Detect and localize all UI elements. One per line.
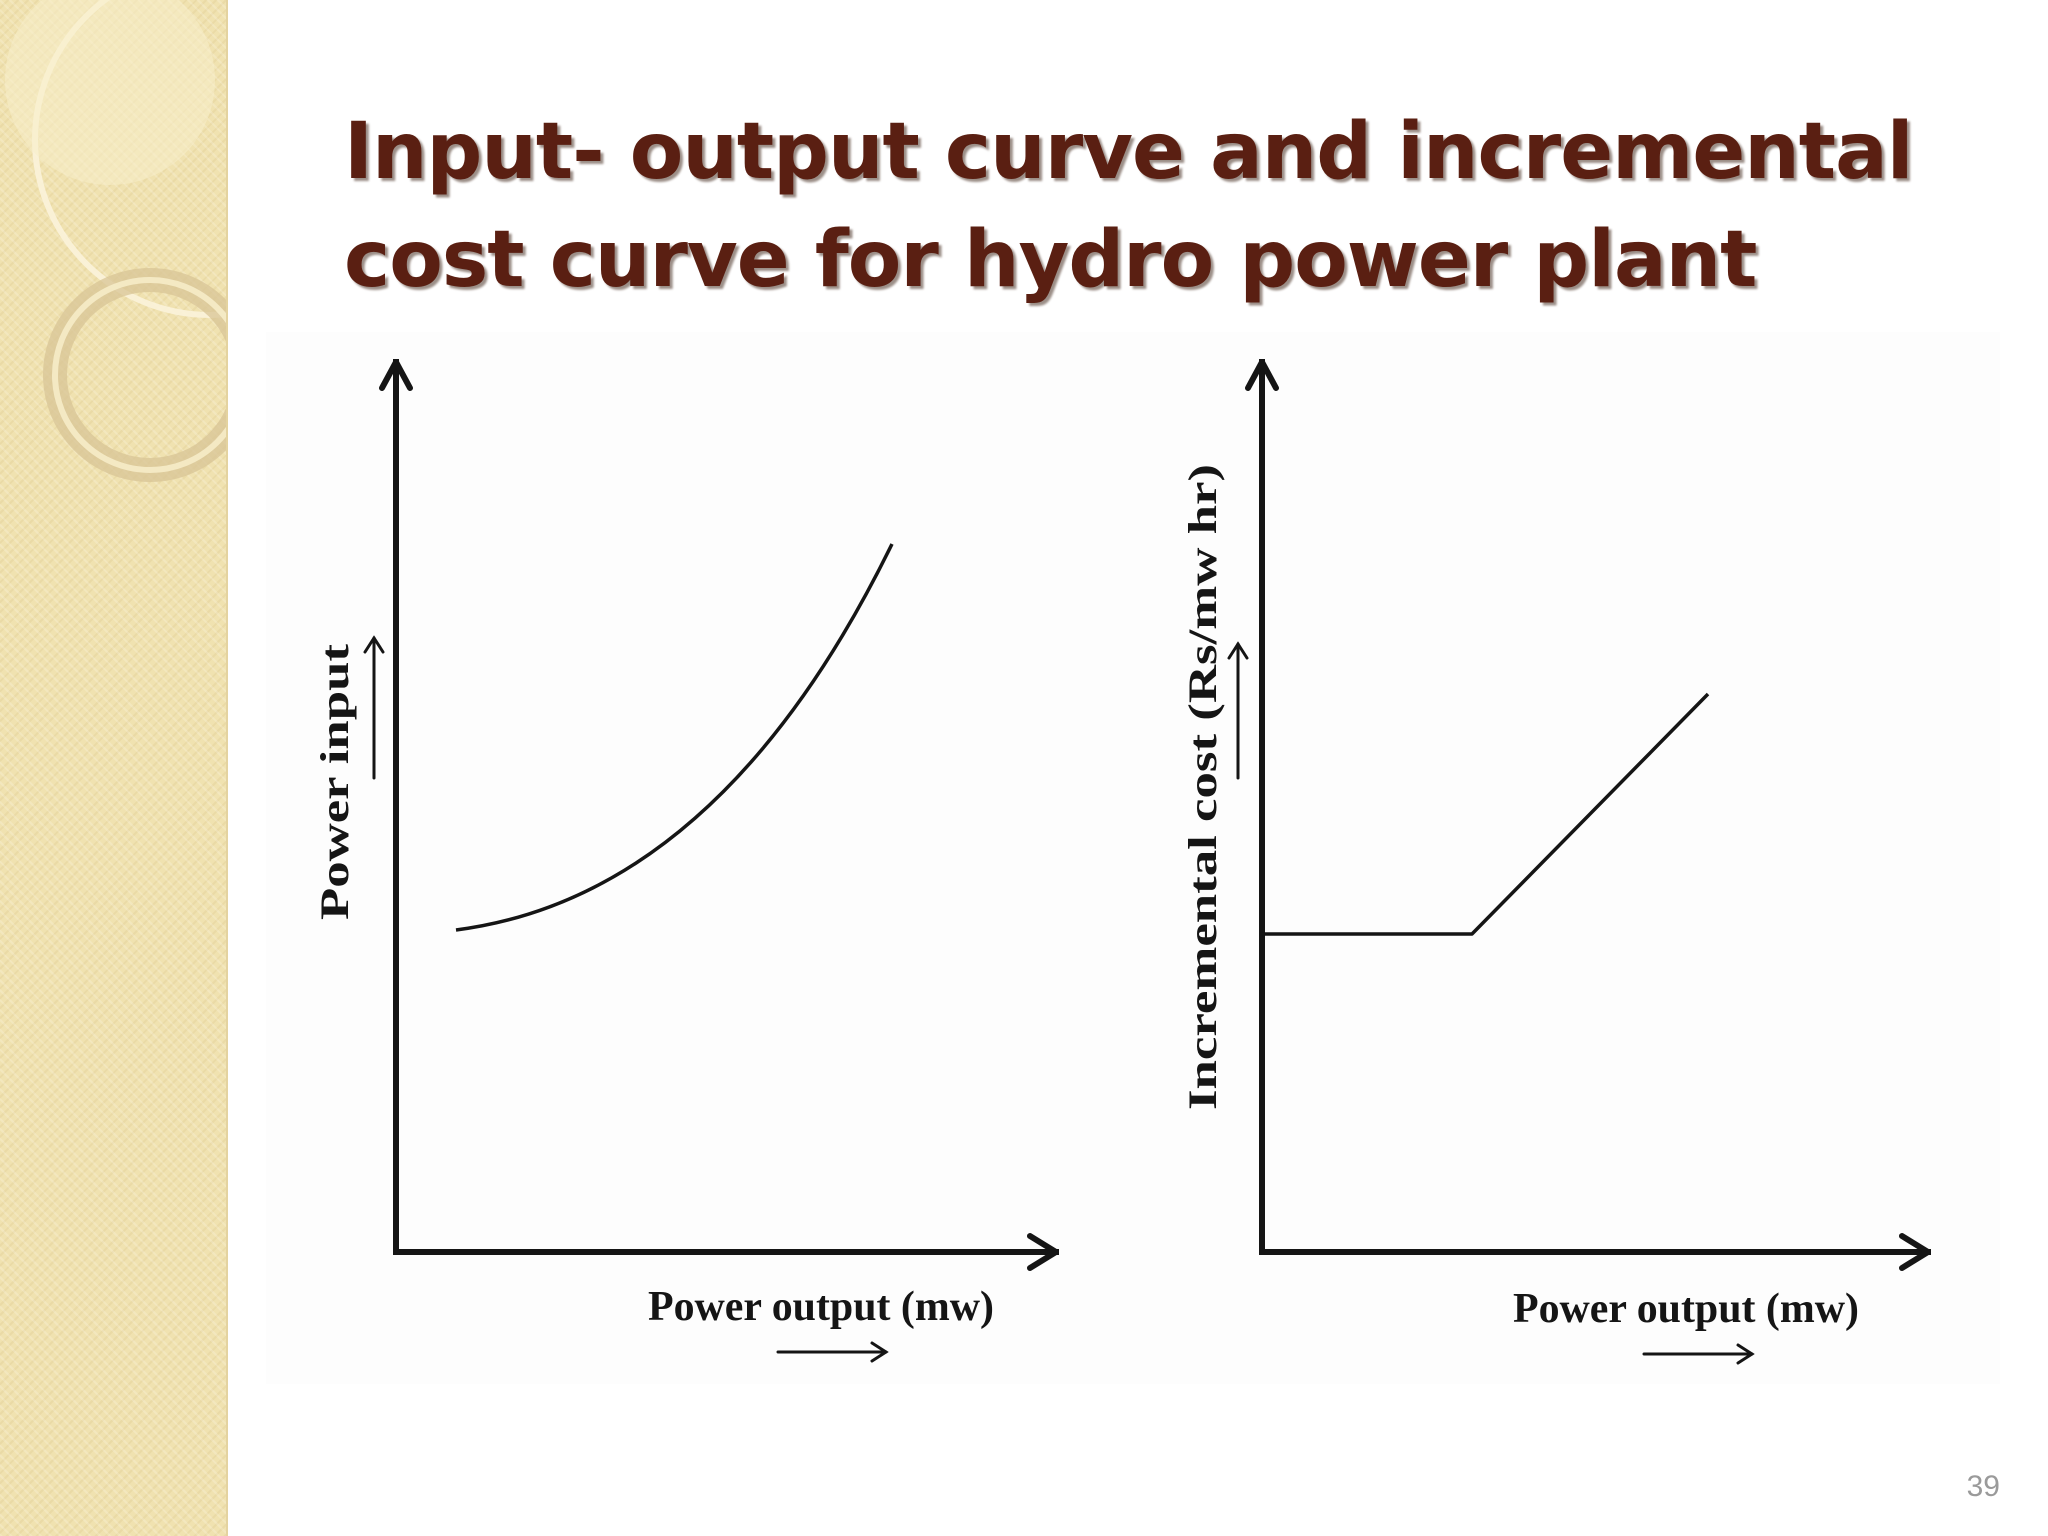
- slide-title: Input- output curve and incremental cost…: [344, 98, 1944, 314]
- slide-number: 39: [1966, 1470, 2000, 1503]
- right-x-axis-arrowhead: [1899, 1233, 1931, 1271]
- right-y-label-arrowhead: [1227, 641, 1249, 660]
- right-y-axis-label: Incremental cost (Rs/mw hr): [1180, 464, 1225, 1110]
- right-x-label-arrowhead: [1736, 1343, 1755, 1365]
- right-x-axis-label: Power output (mw): [1513, 1286, 1859, 1332]
- ring-ornament: [5, 0, 226, 482]
- left-y-label-arrowhead: [363, 635, 385, 654]
- input-output-diagram: Power output (mw) Power input: [312, 359, 1059, 1363]
- left-y-axis-arrowhead: [379, 359, 413, 391]
- decorative-sidebar: [0, 0, 228, 1536]
- figure-panel: Power output (mw) Power input Power outp…: [266, 332, 2000, 1384]
- title-line-1: Input- output curve and incremental: [344, 107, 1913, 197]
- incremental-cost-diagram: Power output (mw) Incremental cost (Rs/m…: [1180, 359, 1931, 1365]
- left-y-axis-label: Power input: [312, 643, 357, 920]
- diagram-canvas: Power output (mw) Power input Power outp…: [312, 359, 1931, 1365]
- left-x-axis-arrowhead: [1027, 1233, 1059, 1271]
- left-x-label-arrowhead: [870, 1341, 889, 1363]
- left-x-axis-label: Power output (mw): [648, 1284, 994, 1330]
- right-y-axis-arrowhead: [1245, 359, 1279, 391]
- incremental-cost-curve: [1262, 692, 1710, 936]
- title-line-2: cost curve for hydro power plant: [344, 215, 1757, 305]
- input-output-curve: [455, 543, 894, 932]
